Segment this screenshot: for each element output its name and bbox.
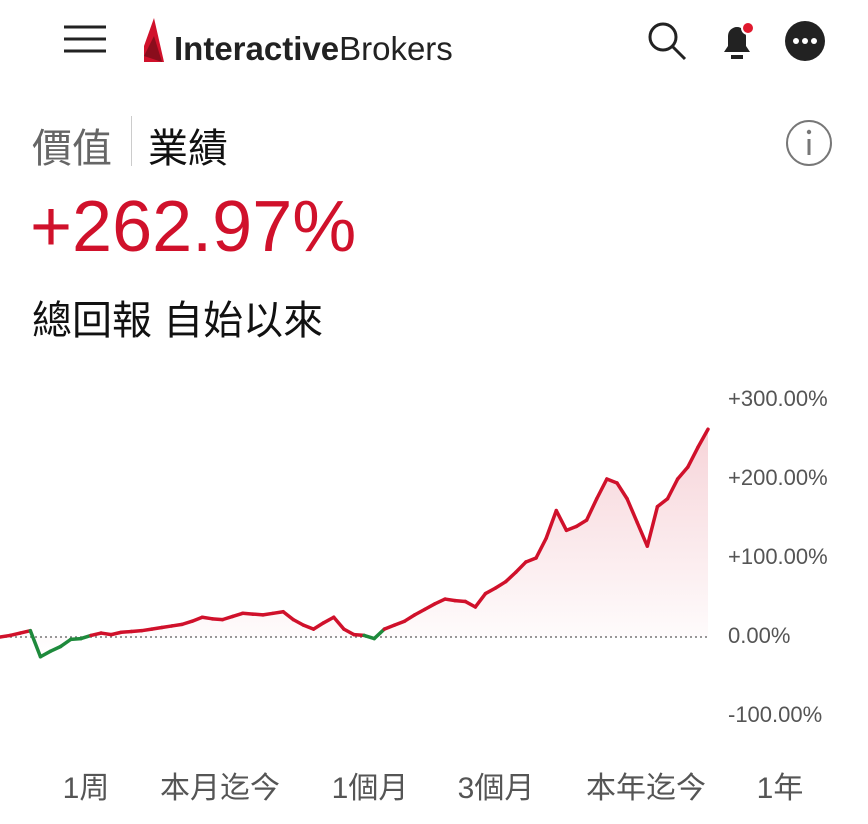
more-icon[interactable]: [784, 20, 826, 62]
line-segment: [372, 627, 387, 641]
line-segment: [696, 427, 710, 450]
line-segment: [503, 570, 518, 584]
logo-icon: [144, 18, 164, 62]
area: [0, 429, 708, 657]
y-tick-label: -100.00%: [728, 702, 822, 727]
line-segment: [554, 508, 569, 533]
subtitle: 總回報 自始以來: [32, 299, 324, 343]
tab[interactable]: 價值: [32, 127, 112, 171]
line-segment: [332, 615, 346, 631]
headline-value: +262.97%: [30, 187, 357, 267]
line-segment: [220, 614, 235, 622]
line-segment: [514, 560, 528, 574]
line-segment: [483, 586, 498, 596]
line-segment: [463, 599, 478, 609]
line-segment: [584, 497, 599, 522]
line-segment: [524, 556, 538, 564]
y-tick-label: +200.00%: [728, 465, 828, 490]
line-segment: [38, 649, 53, 659]
line-segment: [534, 536, 548, 560]
menu-icon[interactable]: [62, 24, 108, 54]
period-button[interactable]: 1年: [757, 772, 804, 805]
line-segment: [230, 611, 245, 619]
y-tick-label: +300.00%: [728, 386, 828, 411]
line-segment: [311, 621, 326, 631]
notification-icon[interactable]: [716, 18, 758, 62]
line-segment: [321, 615, 336, 625]
tab-active[interactable]: 業績: [148, 127, 228, 171]
line-segment: [686, 445, 700, 469]
line-segment: [433, 597, 447, 606]
line-segment: [615, 481, 629, 501]
logo: InteractiveBrokers: [174, 30, 453, 68]
line-segment: [423, 602, 437, 612]
line-segment: [473, 591, 488, 609]
period-button[interactable]: 1周: [63, 772, 110, 805]
period-button[interactable]: 1個月: [332, 772, 409, 805]
line-segment: [79, 633, 93, 641]
logo-regular: Brokers: [339, 30, 453, 67]
line-segment: [48, 644, 63, 653]
line-segment: [180, 619, 194, 627]
line-segment: [402, 613, 417, 623]
line-segment: [190, 615, 205, 623]
line-segment: [291, 617, 306, 627]
line-segment: [675, 465, 690, 481]
logo-bold: Interactive: [174, 30, 340, 67]
line-segment: [665, 477, 680, 501]
line-segment: [594, 477, 609, 501]
line-segment: [362, 633, 376, 641]
line-segment: [342, 627, 356, 637]
line-segment: [544, 508, 559, 540]
info-icon[interactable]: [784, 118, 834, 168]
line-segment: [58, 637, 73, 649]
line-segment: [392, 619, 407, 627]
y-tick-label: +100.00%: [728, 544, 828, 569]
line-segment: [382, 623, 397, 631]
line-segment: [635, 520, 650, 548]
chart: +300.00% +200.00% +100.00% 0.00% -100.00% 1周 本…: [0, 386, 828, 805]
period-button[interactable]: 本月迄今: [160, 772, 280, 805]
period-button[interactable]: 本年迄今: [586, 772, 706, 805]
line-segment: [645, 504, 660, 548]
line-segment: [301, 623, 316, 631]
line-segment: [655, 497, 670, 509]
line-segment: [605, 477, 619, 485]
line-segment: [28, 628, 43, 659]
line-segment: [625, 497, 639, 525]
tab-divider: [131, 116, 132, 166]
line-segment: [281, 609, 296, 622]
line-segment: [412, 607, 427, 617]
search-icon[interactable]: [646, 20, 688, 62]
line-segment: [564, 524, 579, 533]
line-segment: [493, 579, 508, 590]
y-tick-label: 0.00%: [728, 623, 790, 648]
line-segment: [574, 518, 589, 529]
period-button[interactable]: 3個月: [458, 772, 535, 805]
